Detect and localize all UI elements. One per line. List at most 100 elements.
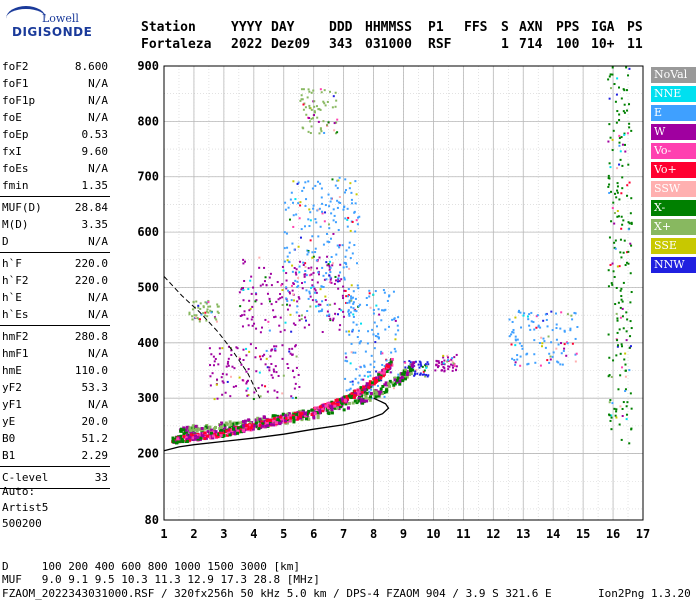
echo-point — [347, 294, 350, 297]
echo-point — [225, 373, 228, 376]
trace-point — [396, 380, 400, 384]
echo-point — [239, 305, 242, 308]
echo-point — [611, 149, 614, 152]
trace-point — [219, 430, 223, 434]
echo-point — [370, 388, 373, 391]
echo-point — [323, 131, 326, 134]
echo-point — [357, 381, 360, 384]
echo-point — [329, 276, 332, 279]
echo-point — [191, 308, 194, 311]
echo-point — [301, 282, 304, 285]
echo-point — [329, 278, 332, 281]
param-row: h`F2 220.0 — [2, 272, 108, 289]
echo-point — [377, 384, 380, 387]
echo-point — [629, 242, 632, 245]
trace-point — [411, 368, 415, 372]
echo-point — [343, 289, 346, 292]
echo-point — [299, 204, 302, 207]
echo-point — [303, 281, 306, 284]
echo-point — [318, 256, 321, 259]
echo-point — [422, 373, 425, 376]
trace-point — [332, 401, 336, 405]
echo-point — [326, 240, 329, 243]
echo-point — [626, 318, 629, 321]
trace-point — [181, 439, 185, 443]
echo-point — [338, 196, 341, 199]
echo-point — [269, 355, 272, 358]
echo-point — [349, 182, 352, 185]
echo-point — [440, 363, 443, 366]
echo-point — [548, 352, 551, 355]
echo-point — [293, 387, 296, 390]
echo-point — [610, 220, 613, 223]
echo-point — [618, 198, 621, 201]
echo-point — [619, 374, 622, 377]
header-value: 031000 — [365, 37, 412, 52]
echo-point — [286, 363, 289, 366]
echo-point — [298, 314, 301, 317]
trace-point — [288, 419, 292, 423]
echo-point — [626, 401, 629, 404]
echo-point — [298, 271, 301, 274]
echo-point — [414, 370, 417, 373]
trace-point — [377, 373, 381, 377]
echo-point — [557, 343, 560, 346]
echo-point — [392, 290, 395, 293]
trace-point — [302, 415, 306, 419]
echo-point — [345, 389, 348, 392]
logo-digisonde: DIGISONDE — [12, 25, 93, 39]
trace-point — [240, 430, 244, 434]
echo-point — [255, 299, 258, 302]
echo-point — [303, 225, 306, 228]
param-value: N/A — [88, 94, 108, 107]
echo-point — [607, 333, 610, 336]
echo-traces — [171, 357, 416, 445]
echo-point — [289, 352, 292, 355]
echo-point — [336, 118, 339, 121]
trace-point — [359, 386, 363, 390]
echo-point — [314, 299, 317, 302]
param-row: h`F 220.0 — [2, 255, 108, 272]
echo-point — [322, 274, 325, 277]
trace-point — [393, 382, 397, 386]
echo-point — [359, 366, 362, 369]
echo-point — [320, 309, 323, 312]
trace-point — [287, 416, 291, 420]
echo-point — [334, 91, 337, 94]
echo-point — [284, 208, 287, 211]
logo-lowell: Lowell — [42, 12, 79, 25]
echo-point — [334, 275, 337, 278]
param-value: N/A — [88, 111, 108, 124]
echo-point — [609, 87, 612, 90]
echo-point — [342, 315, 345, 318]
echo-point — [435, 364, 438, 367]
echo-point — [544, 346, 547, 349]
echo-point — [620, 438, 623, 441]
echo-point — [327, 223, 330, 226]
trace-point — [200, 432, 204, 436]
echo-point — [232, 385, 235, 388]
trace-point — [337, 400, 341, 404]
dashed-profile-curve — [163, 276, 261, 399]
echo-point — [344, 377, 347, 380]
echo-point — [557, 361, 560, 364]
echo-point — [205, 319, 208, 322]
trace-point — [274, 420, 278, 424]
echo-point — [334, 184, 337, 187]
echo-point — [352, 321, 355, 324]
echo-point — [608, 162, 611, 165]
echo-point — [324, 295, 327, 298]
echo-point — [290, 330, 293, 333]
echo-point — [188, 311, 191, 314]
echo-point — [328, 205, 331, 208]
echo-point — [625, 413, 628, 416]
param-label: foF1p — [2, 94, 36, 107]
param-row: foEs N/A — [2, 160, 108, 177]
echo-point — [616, 110, 619, 113]
param-value: N/A — [88, 308, 108, 321]
echo-point — [420, 364, 423, 367]
echo-point — [618, 328, 621, 331]
trace-point — [269, 422, 273, 426]
trace-point — [247, 418, 251, 422]
echo-point — [350, 191, 353, 194]
